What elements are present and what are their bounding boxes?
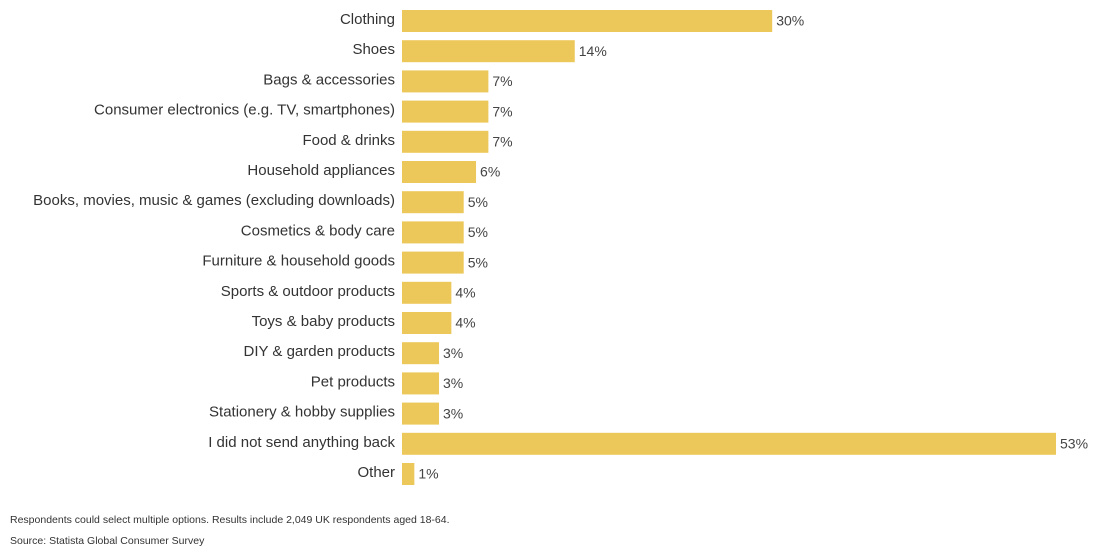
category-label: DIY & garden products [244, 343, 395, 360]
chart-source: Source: Statista Global Consumer Survey [10, 535, 205, 547]
category-label: Bags & accessories [263, 71, 395, 88]
category-label: Household appliances [247, 162, 395, 179]
category-label: Consumer electronics (e.g. TV, smartphon… [94, 102, 395, 119]
value-label: 14% [579, 43, 607, 59]
category-label: Sports & outdoor products [221, 283, 395, 300]
bar [402, 10, 773, 32]
category-label: Other [357, 464, 395, 481]
category-label: Furniture & household goods [202, 253, 395, 270]
bar [402, 342, 440, 365]
value-label: 7% [492, 73, 512, 89]
bar [402, 221, 464, 244]
value-label: 7% [492, 134, 512, 150]
value-label: 53% [1060, 436, 1088, 452]
chart-footnote: Respondents could select multiple option… [10, 514, 450, 526]
bar [402, 130, 489, 153]
bar [402, 281, 452, 304]
bar [402, 251, 464, 274]
bar [402, 463, 415, 485]
value-label: 5% [468, 194, 488, 210]
value-label: 5% [468, 224, 488, 240]
category-label: Shoes [352, 41, 395, 58]
category-label: Clothing [340, 11, 395, 28]
bar [402, 40, 575, 63]
value-label: 4% [455, 315, 475, 331]
bar [402, 191, 464, 214]
category-label: Food & drinks [302, 132, 395, 149]
value-label: 5% [468, 254, 488, 270]
value-label: 3% [443, 375, 463, 391]
category-label: Books, movies, music & games (excluding … [33, 192, 395, 209]
bar [402, 70, 489, 93]
category-label: Stationery & hobby supplies [209, 404, 395, 421]
value-label: 7% [492, 103, 512, 119]
bar-chart: Clothing 30% Shoes 14% Bags & accessories 7% C… [33, 10, 1088, 485]
bar [402, 372, 440, 395]
value-label: 6% [480, 164, 500, 180]
value-label: 3% [443, 405, 463, 421]
category-label: Cosmetics & body care [241, 222, 395, 239]
bar [402, 312, 452, 334]
value-label: 3% [443, 345, 463, 361]
bar [402, 161, 477, 183]
value-label: 30% [776, 13, 804, 29]
bar [402, 100, 489, 123]
category-label: Pet products [311, 373, 395, 390]
bar [402, 402, 440, 425]
bar [402, 432, 1056, 455]
value-label: 4% [455, 285, 475, 301]
value-label: 1% [418, 466, 438, 482]
category-label: Toys & baby products [252, 313, 395, 330]
category-label: I did not send anything back [208, 434, 395, 451]
